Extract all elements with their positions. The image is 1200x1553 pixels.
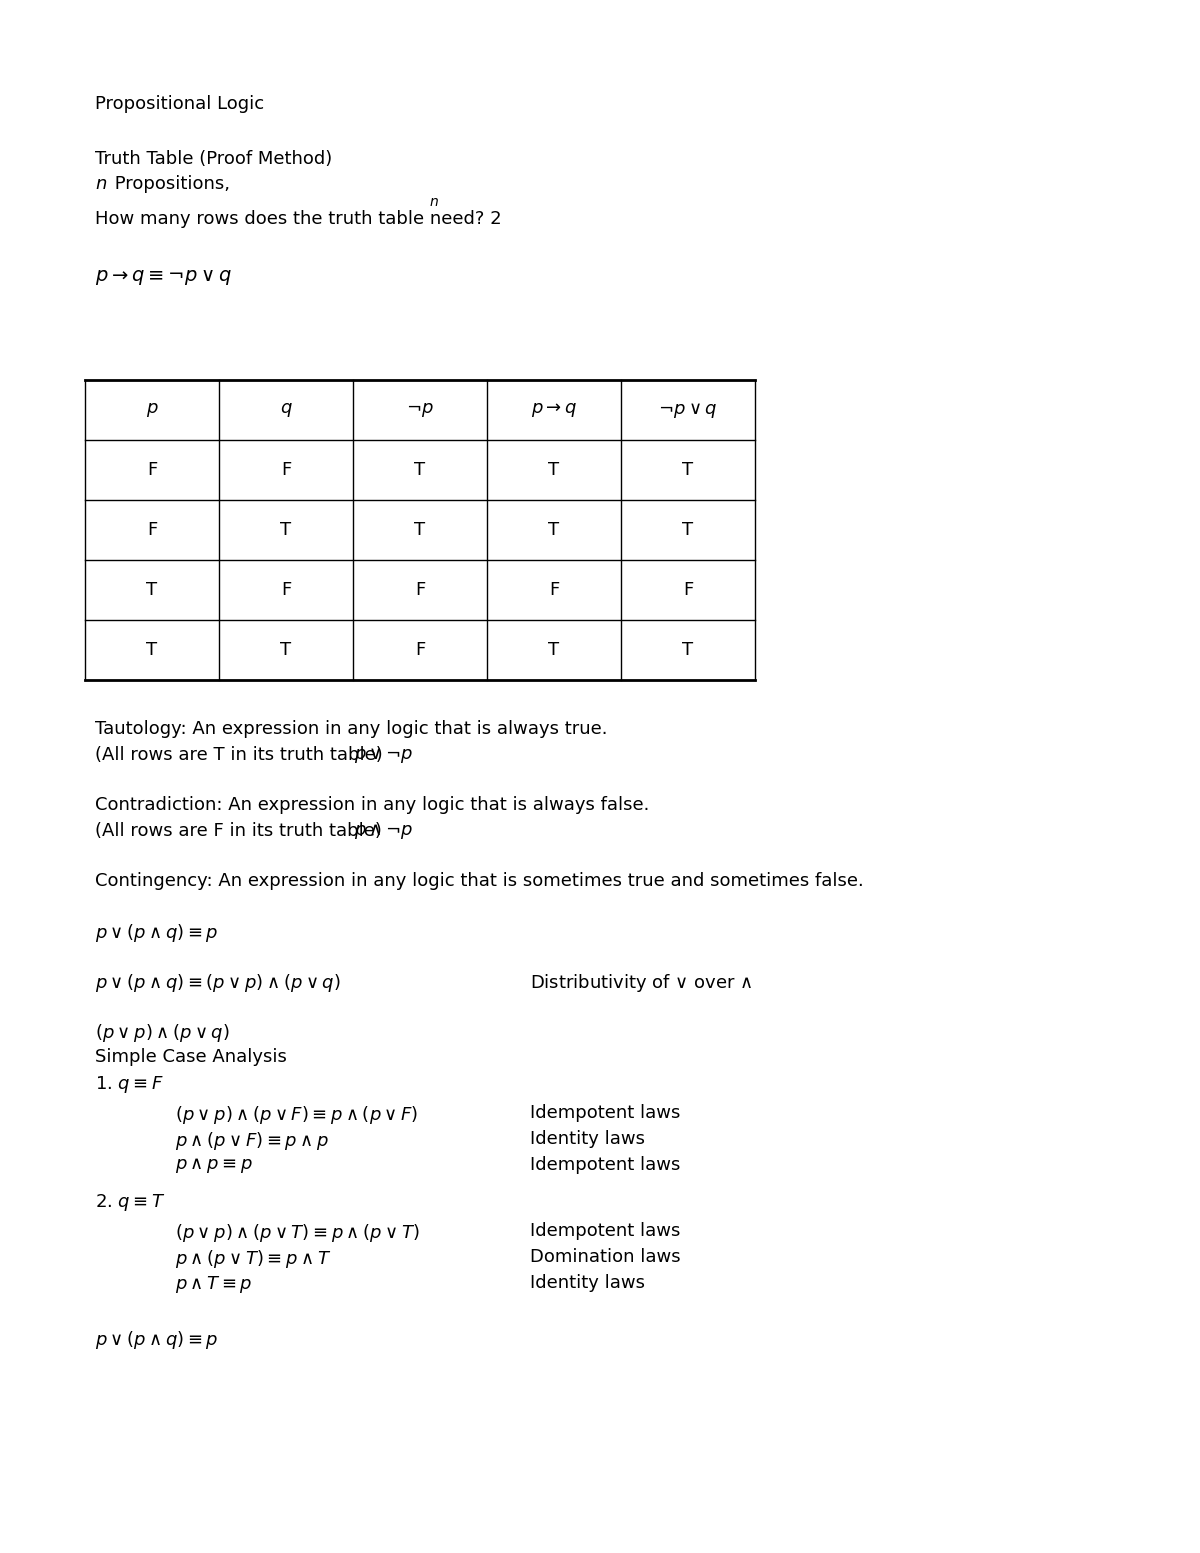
Text: T: T (414, 461, 426, 478)
Text: Idempotent laws: Idempotent laws (530, 1155, 680, 1174)
Text: F: F (683, 581, 694, 599)
Text: T: T (281, 641, 292, 658)
Text: $(p \vee p) \wedge (p \vee q)$: $(p \vee p) \wedge (p \vee q)$ (95, 1022, 229, 1044)
Text: $p \rightarrow q$: $p \rightarrow q$ (530, 401, 577, 419)
Text: F: F (281, 581, 292, 599)
Text: $p \vee (p \wedge q) \equiv (p \vee p) \wedge (p \vee q)$: $p \vee (p \wedge q) \equiv (p \vee p) \… (95, 972, 341, 994)
Text: $p \wedge (p \vee F) \equiv p \wedge p$: $p \wedge (p \vee F) \equiv p \wedge p$ (175, 1131, 329, 1152)
Text: $p \vee (p \wedge q) \equiv p$: $p \vee (p \wedge q) \equiv p$ (95, 922, 218, 944)
Text: Distributivity of $\vee$ over $\wedge$: Distributivity of $\vee$ over $\wedge$ (530, 972, 752, 994)
Text: $p \wedge T \equiv p$: $p \wedge T \equiv p$ (175, 1273, 252, 1295)
Text: Propositions,: Propositions, (109, 175, 230, 193)
Text: Contingency: An expression in any logic that is sometimes true and sometimes fal: Contingency: An expression in any logic … (95, 871, 864, 890)
Text: Identity laws: Identity laws (530, 1273, 646, 1292)
Text: T: T (683, 461, 694, 478)
Text: $(p \vee p) \wedge (p \vee T) \equiv p \wedge (p \vee T)$: $(p \vee p) \wedge (p \vee T) \equiv p \… (175, 1222, 420, 1244)
Text: Contradiction: An expression in any logic that is always false.: Contradiction: An expression in any logi… (95, 797, 649, 814)
Text: Tautology: An expression in any logic that is always true.: Tautology: An expression in any logic th… (95, 721, 607, 738)
Text: n: n (95, 175, 107, 193)
Text: $q$: $q$ (280, 401, 293, 419)
Text: T: T (146, 581, 157, 599)
Text: Domination laws: Domination laws (530, 1249, 680, 1266)
Text: Propositional Logic: Propositional Logic (95, 95, 264, 113)
Text: (All rows are F in its truth table): (All rows are F in its truth table) (95, 822, 388, 840)
Text: 2. $q \equiv T$: 2. $q \equiv T$ (95, 1193, 166, 1213)
Text: $\neg p \vee q$: $\neg p \vee q$ (659, 401, 718, 419)
Text: $(p \vee p) \wedge (p \vee F) \equiv p \wedge (p \vee F)$: $(p \vee p) \wedge (p \vee F) \equiv p \… (175, 1104, 419, 1126)
Text: T: T (683, 520, 694, 539)
Text: $p \wedge (p \vee T) \equiv p \wedge T$: $p \wedge (p \vee T) \equiv p \wedge T$ (175, 1249, 331, 1270)
Text: $p \vee \neg p$: $p \vee \neg p$ (354, 745, 414, 766)
Text: T: T (414, 520, 426, 539)
Text: T: T (683, 641, 694, 658)
Text: F: F (415, 641, 425, 658)
Text: $\neg p$: $\neg p$ (406, 401, 434, 419)
Text: F: F (146, 461, 157, 478)
Text: F: F (146, 520, 157, 539)
Text: $p \rightarrow q \equiv \neg p \vee q$: $p \rightarrow q \equiv \neg p \vee q$ (95, 269, 232, 287)
Text: Idempotent laws: Idempotent laws (530, 1104, 680, 1121)
Text: Identity laws: Identity laws (530, 1131, 646, 1148)
Text: 1. $q \equiv F$: 1. $q \equiv F$ (95, 1075, 164, 1095)
Text: Idempotent laws: Idempotent laws (530, 1222, 680, 1239)
Text: F: F (548, 581, 559, 599)
Text: $p \vee (p \wedge q) \equiv p$: $p \vee (p \wedge q) \equiv p$ (95, 1329, 218, 1351)
Text: T: T (146, 641, 157, 658)
Text: F: F (281, 461, 292, 478)
Text: T: T (548, 641, 559, 658)
Text: Truth Table (Proof Method): Truth Table (Proof Method) (95, 151, 332, 168)
Text: n: n (430, 196, 439, 210)
Text: T: T (548, 461, 559, 478)
Text: T: T (548, 520, 559, 539)
Text: $p \wedge p \equiv p$: $p \wedge p \equiv p$ (175, 1155, 253, 1176)
Text: F: F (415, 581, 425, 599)
Text: How many rows does the truth table need? 2: How many rows does the truth table need?… (95, 210, 502, 228)
Text: $p \wedge \neg p$: $p \wedge \neg p$ (354, 822, 414, 842)
Text: T: T (281, 520, 292, 539)
Text: $p$: $p$ (145, 401, 158, 419)
Text: (All rows are T in its truth table): (All rows are T in its truth table) (95, 745, 389, 764)
Text: Simple Case Analysis: Simple Case Analysis (95, 1048, 287, 1065)
